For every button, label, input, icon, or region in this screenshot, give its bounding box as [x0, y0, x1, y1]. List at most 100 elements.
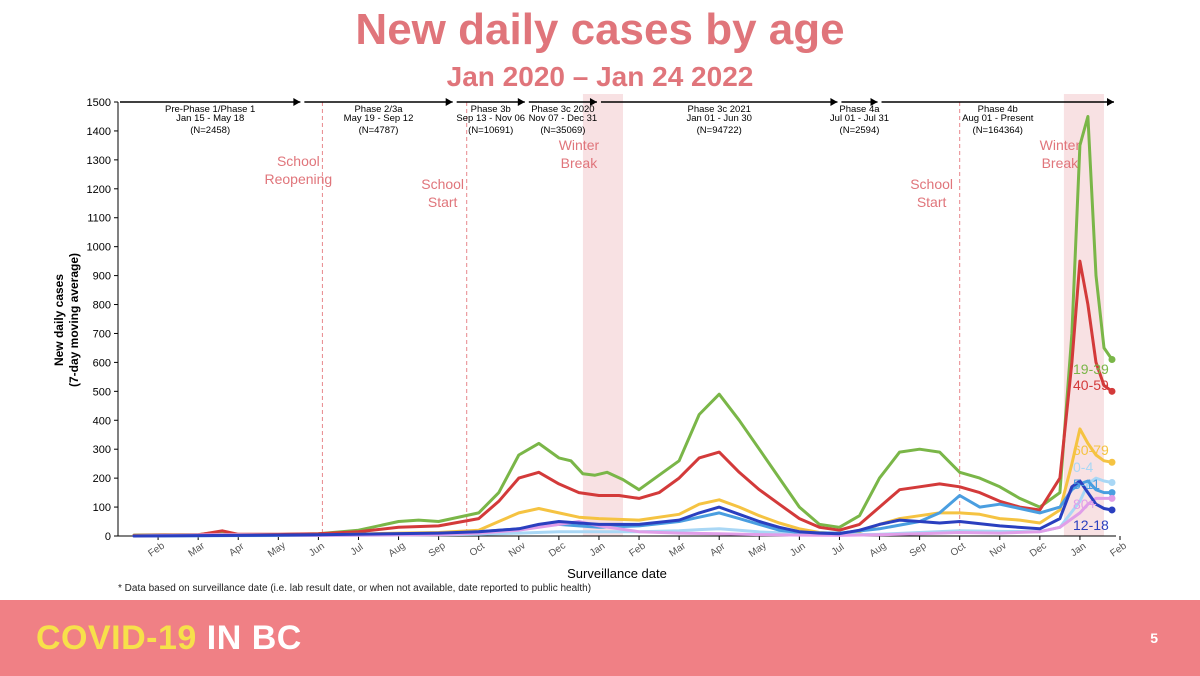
x-tick-label: Jun [788, 541, 808, 559]
annotation-text: Reopening [264, 171, 332, 187]
phase-arrowhead [589, 98, 597, 106]
series-end-marker [1108, 494, 1116, 502]
line-chart: 0 100 200 300 400 500 600 700 800 900 1000 1100 1200… [52, 94, 1129, 581]
x-tick-label: Nov [988, 540, 1009, 559]
brand-part1: COVID-19 [36, 619, 197, 657]
series-end-marker [1108, 489, 1116, 497]
phase-name: Phase 3c 2020 [531, 104, 594, 115]
phase-arrowhead [445, 98, 453, 106]
series-lines [132, 115, 1116, 538]
footer-banner: COVID-19 IN BC 5 [0, 600, 1200, 676]
y-tick-label: 1300 [87, 155, 111, 167]
phase-count: (N=4787) [359, 125, 399, 136]
series-label: 12-18 [1073, 517, 1109, 533]
series-label: 19-39 [1073, 361, 1109, 377]
phase-count: (N=94722) [697, 125, 742, 136]
winter-break-band-2 [1063, 94, 1104, 536]
phase-count: (N=164364) [973, 125, 1023, 136]
phase-count: (N=2458) [190, 125, 230, 136]
brand-part2: IN BC [206, 619, 302, 657]
phase-count: (N=2594) [840, 125, 880, 136]
series-end-marker [1108, 387, 1116, 395]
phase-dates: Jan 01 - Jun 30 [686, 113, 752, 124]
x-tick-label: Apr [227, 541, 247, 559]
annotation-text: Break [561, 155, 599, 171]
annotation-text: Start [428, 194, 458, 210]
x-tick-label: Jul [349, 542, 366, 558]
phase-arrowhead [517, 98, 525, 106]
series-end-marker [1108, 478, 1116, 486]
y-tick-label: 100 [93, 502, 111, 514]
phase-dates: May 19 - Sep 12 [344, 113, 414, 124]
phase-arrowhead [830, 98, 838, 106]
x-tick-label: Jan [1069, 541, 1089, 559]
y-tick-label: 0 [105, 531, 111, 543]
x-tick-label: Sep [427, 540, 448, 559]
chart-title: New daily cases by age [355, 5, 845, 54]
y-tick-label: 1400 [87, 126, 111, 138]
series-end-marker [1108, 458, 1116, 466]
x-tick-label: Jul [830, 542, 847, 558]
y-tick-label: 400 [93, 415, 111, 427]
series-label: 60-79 [1073, 442, 1109, 458]
series-line-40-59 [132, 259, 1114, 537]
y-tick-label: 1500 [87, 97, 111, 109]
y-tick-label: 500 [93, 386, 111, 398]
phase-name: Phase 3b [471, 104, 511, 115]
y-tick-label: 1100 [87, 213, 111, 225]
phase-arrowhead [1107, 98, 1114, 106]
x-tick-label: Jun [307, 541, 327, 559]
y-axis-label-line1: New daily cases [52, 274, 66, 366]
y-axis-label-line2: (7-day moving average) [67, 253, 81, 387]
phase-dates: Jul 01 - Jul 31 [830, 113, 889, 124]
y-tick-label: 300 [93, 444, 111, 456]
phase-arrowhead [293, 98, 301, 106]
phase-dates: Sep 13 - Nov 06 [456, 113, 525, 124]
annotations: School Reopening School Start Winter Break Sch… [264, 137, 1080, 210]
page-number: 5 [1150, 630, 1158, 646]
series-line-60-79 [132, 427, 1114, 538]
series-line-19-39 [132, 115, 1114, 537]
x-tick-label: May [747, 540, 769, 560]
series-label: 5-11 [1073, 476, 1100, 492]
annotation-text: School [910, 176, 953, 192]
series-end-marker [1108, 506, 1116, 514]
phase-arrowhead [870, 98, 878, 106]
y-tick-label: 800 [93, 300, 111, 312]
phase-dates: Jan 15 - May 18 [176, 113, 244, 124]
x-tick-label: Aug [387, 540, 408, 559]
annotation-text: School [277, 153, 320, 169]
chart-subtitle: Jan 2020 – Jan 24 2022 [446, 61, 754, 92]
phase-name: Phase 4a [839, 104, 880, 115]
y-tick-label: 1200 [87, 184, 111, 196]
y-tick-label: 700 [93, 328, 111, 340]
winter-break-bands [582, 94, 1104, 536]
y-tick-label: 1000 [87, 242, 111, 254]
x-tick-label: Feb [1108, 540, 1129, 559]
x-tick-label: Mar [187, 540, 208, 559]
x-tick-label: Oct [468, 541, 487, 559]
phase-name: Pre-Phase 1/Phase 1 [165, 104, 255, 115]
x-tick-label: Feb [627, 540, 648, 559]
phase-count: (N=10691) [468, 125, 513, 136]
phase-dates: Aug 01 - Present [962, 113, 1034, 124]
x-tick-label: Aug [868, 540, 889, 559]
annotation-text: Winter [559, 137, 600, 153]
series-label: 40-59 [1073, 377, 1109, 393]
x-tick-label: Apr [708, 541, 728, 559]
series-end-marker [1108, 356, 1116, 364]
y-tick-label: 900 [93, 271, 111, 283]
phase-name: Phase 2/3a [354, 104, 403, 115]
y-tick-label: 200 [93, 473, 111, 485]
x-tick-label: May [266, 540, 288, 560]
phase-name: Phase 3c 2021 [688, 104, 751, 115]
annotation-text: School [421, 176, 464, 192]
phase-count: (N=35069) [540, 125, 585, 136]
series-line-0-4 [132, 476, 1114, 538]
series-line-12-18 [132, 479, 1114, 538]
winter-break-band-1 [582, 94, 624, 536]
brand-logo: COVID-19 IN BC [36, 618, 302, 658]
phase-dates: Nov 07 - Dec 31 [529, 113, 598, 124]
